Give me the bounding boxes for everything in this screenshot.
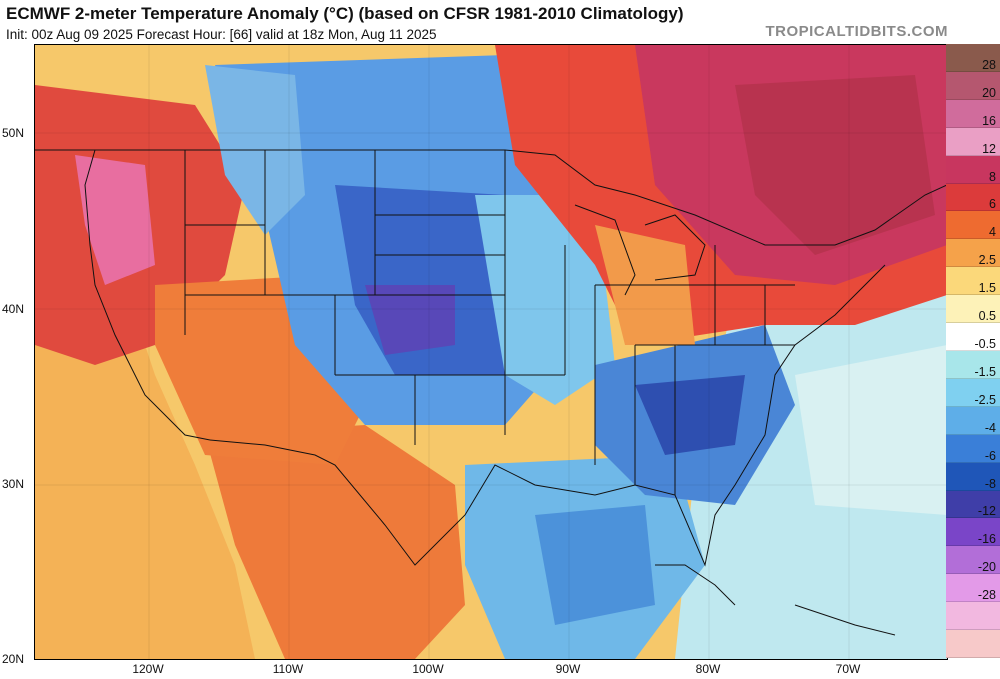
colorbar-legend: 28 20 16 12 8 6 4 2.5 1.5 0.5 -0.5 -1.5 … — [946, 44, 1000, 658]
midwest-anomaly — [475, 195, 615, 405]
colorbar-swatch: 8 — [946, 155, 1000, 184]
lon-label-110w: 110W — [272, 662, 304, 676]
colorbar-swatch — [946, 602, 1000, 631]
colorbar-label: -16 — [977, 532, 996, 547]
pacific-anomaly — [35, 285, 255, 659]
colorbar-swatch: 6 — [946, 183, 1000, 212]
anomaly-field — [35, 45, 947, 659]
atlantic-pale — [795, 345, 947, 515]
northwest-peak — [75, 155, 155, 285]
brand-watermark: TROPICALTIDBITS.COM — [765, 23, 948, 40]
us-canada-border — [35, 149, 947, 246]
colorbar-swatch: -8 — [946, 462, 1000, 491]
colorbar-label: -28 — [977, 588, 996, 603]
west-coast — [84, 149, 211, 441]
colorbar-label: -8 — [984, 476, 996, 491]
colorbar-swatch: -4 — [946, 406, 1000, 435]
colorbar-label: -20 — [977, 560, 996, 575]
caribbean-islands — [655, 564, 896, 636]
forecast-info: Init: 00z Aug 09 2025 Forecast Hour: [66… — [6, 27, 437, 42]
colorbar-label: -12 — [977, 504, 996, 519]
lat-label-40n: 40N — [2, 302, 25, 316]
colorbar-label: -2.5 — [974, 392, 996, 407]
colorbar-swatch: 28 — [946, 44, 1000, 72]
colorbar-label: 0.5 — [978, 309, 996, 324]
lon-label-100w: 100W — [412, 662, 444, 676]
colorbar-swatch: 2.5 — [946, 239, 1000, 268]
mexico-anomaly — [205, 425, 465, 659]
colorbar-swatch: -20 — [946, 546, 1000, 575]
graticule — [35, 45, 947, 659]
colorbar-label: 28 — [982, 57, 996, 72]
colorbar-label: 12 — [982, 141, 996, 156]
lon-label-80w: 80W — [695, 662, 721, 676]
colorbar-label: 2.5 — [978, 253, 996, 268]
colorbar-label: 8 — [989, 169, 996, 184]
colorbar-label: -4 — [984, 420, 996, 435]
colorbar-swatch: -1.5 — [946, 351, 1000, 379]
colorbar-swatch: 0.5 — [946, 295, 1000, 324]
colorbar-swatch: -6 — [946, 434, 1000, 463]
anomaly-map[interactable] — [34, 44, 948, 660]
gulf-deep-anomaly — [535, 505, 655, 625]
colorbar-swatch: 12 — [946, 127, 1000, 156]
colorbar-swatch: 20 — [946, 71, 1000, 100]
map-title: ECMWF 2-meter Temperature Anomaly (°C) (… — [6, 4, 684, 23]
colorbar-label: -0.5 — [974, 336, 996, 351]
lat-label-50n: 50N — [2, 126, 25, 140]
colorbar-swatch: 4 — [946, 211, 1000, 240]
colorbar-swatch: 16 — [946, 99, 1000, 128]
colorbar-swatch: -16 — [946, 518, 1000, 547]
colorbar-swatch: -2.5 — [946, 378, 1000, 407]
plains-coldest — [365, 285, 455, 355]
lat-label-20n: 20N — [2, 652, 25, 666]
colorbar-label: -6 — [984, 448, 996, 463]
colorbar-swatch: 1.5 — [946, 267, 1000, 296]
colorbar-swatch: -0.5 — [946, 323, 1000, 351]
colorbar-swatch — [946, 630, 1000, 658]
colorbar-label: 16 — [982, 113, 996, 128]
boundaries — [35, 149, 947, 636]
quebec-anomaly — [735, 75, 935, 255]
colorbar-label: 4 — [989, 225, 996, 240]
lon-label-90w: 90W — [555, 662, 581, 676]
southeast-core — [635, 375, 745, 455]
colorbar-swatch: -28 — [946, 574, 1000, 603]
state-lines — [184, 150, 795, 495]
colorbar-label: -1.5 — [974, 364, 996, 379]
colorbar-swatch: -12 — [946, 490, 1000, 519]
great-lakes — [574, 204, 706, 296]
colorbar-label: 6 — [989, 197, 996, 212]
lat-label-30n: 30N — [2, 477, 25, 491]
lon-label-70w: 70W — [835, 662, 861, 676]
colorbar-label: 1.5 — [978, 281, 996, 296]
colorbar-label: 20 — [982, 85, 996, 100]
lon-label-120w: 120W — [132, 662, 164, 676]
